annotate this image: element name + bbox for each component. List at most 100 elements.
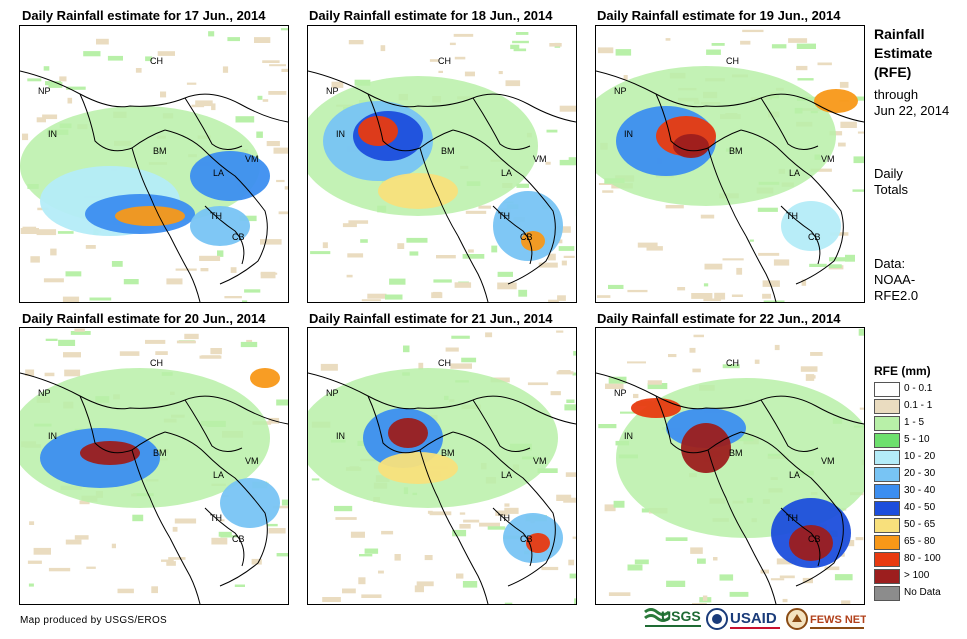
legend-label: 5 - 10	[904, 434, 930, 445]
rain-speckle	[79, 500, 90, 505]
rain-speckle	[690, 547, 703, 554]
rain-speckle	[796, 65, 808, 71]
legend-label: 20 - 30	[904, 468, 936, 479]
rain-speckle	[381, 530, 394, 535]
rain-area	[190, 206, 250, 246]
rainfall-map-17-jun: CH NP IN BM LA VM TH CB	[19, 25, 289, 303]
rain-speckle	[397, 243, 405, 249]
country-label-ch: CH	[726, 56, 739, 66]
rain-speckle	[284, 186, 288, 190]
country-label-vm: VM	[533, 456, 547, 466]
country-label-bm: BM	[441, 146, 455, 156]
country-border	[492, 507, 533, 567]
country-label-th: TH	[786, 513, 798, 523]
country-border	[745, 537, 777, 604]
legend-swatch	[874, 518, 900, 533]
rain-area	[493, 191, 563, 261]
country-label-np: NP	[38, 388, 51, 398]
rain-speckle	[132, 514, 144, 522]
country-label-vm: VM	[821, 154, 835, 164]
rain-speckle	[322, 242, 328, 249]
country-border	[780, 507, 821, 567]
rain-speckle	[504, 602, 513, 604]
rain-speckle	[597, 47, 614, 54]
rain-speckle	[222, 66, 229, 73]
rain-speckle	[111, 543, 116, 549]
rain-speckle	[627, 289, 648, 293]
rain-area	[781, 201, 841, 251]
rain-speckle	[276, 179, 285, 183]
country-border	[472, 399, 531, 452]
rain-speckle	[86, 566, 96, 569]
country-border	[745, 235, 777, 302]
country-label-la: LA	[789, 168, 801, 178]
rain-speckle	[697, 558, 706, 564]
country-border	[457, 235, 489, 302]
country-border	[419, 147, 459, 237]
country-border	[707, 449, 747, 539]
rain-speckle	[840, 121, 857, 128]
rain-area	[814, 89, 858, 113]
rain-speckle	[598, 424, 617, 429]
rain-speckle	[828, 264, 842, 268]
rain-speckle	[691, 293, 713, 299]
rainfall-map-22-jun: CH NP IN BM LA VM TH CB	[595, 327, 865, 605]
rain-speckle	[722, 364, 740, 369]
rain-speckle	[498, 71, 503, 75]
rain-speckle	[22, 133, 29, 141]
country-label-th: TH	[210, 513, 222, 523]
rain-speckle	[43, 66, 50, 71]
rain-speckle	[666, 580, 686, 587]
rain-speckle	[389, 278, 406, 285]
rain-speckle	[677, 287, 686, 291]
rain-speckle	[449, 42, 456, 46]
rain-speckle	[74, 535, 89, 540]
rain-speckle	[186, 82, 197, 85]
rain-speckle	[839, 81, 849, 88]
rain-area	[250, 368, 280, 388]
rain-speckle	[342, 588, 356, 594]
rain-speckle	[394, 554, 401, 561]
rain-speckle	[166, 561, 176, 566]
country-border	[204, 205, 245, 265]
rain-speckle	[280, 28, 288, 31]
rain-speckle	[478, 205, 492, 209]
rain-speckle	[260, 271, 276, 279]
rain-speckle	[513, 48, 527, 52]
rain-speckle	[615, 49, 632, 56]
rain-speckle	[145, 56, 153, 62]
rain-speckle	[556, 371, 574, 375]
rain-speckle	[527, 382, 549, 386]
rain-speckle	[754, 359, 760, 364]
rain-speckle	[111, 261, 123, 267]
country-label-th: TH	[786, 211, 798, 221]
map-canvas	[20, 28, 288, 302]
rain-speckle	[364, 548, 379, 554]
country-border	[655, 395, 742, 454]
rain-speckle	[424, 555, 433, 561]
rain-speckle	[416, 581, 434, 587]
rain-speckle	[67, 97, 73, 104]
legend-label: 40 - 50	[904, 502, 936, 513]
rain-speckle	[30, 256, 40, 263]
rain-speckle	[559, 159, 576, 166]
legend-swatch	[874, 450, 900, 465]
rain-speckle	[561, 260, 567, 266]
legend-label: > 100	[904, 570, 930, 581]
country-label-cb: CB	[808, 232, 821, 242]
rain-speckle	[361, 299, 381, 302]
rain-speckle	[516, 183, 529, 188]
rain-speckle	[74, 328, 85, 332]
rain-speckle	[195, 100, 213, 107]
usgs-logo: USGS	[643, 606, 703, 634]
rain-speckle	[433, 279, 452, 283]
country-label-np: NP	[326, 86, 339, 96]
country-label-la: LA	[213, 470, 225, 480]
rain-speckle	[429, 59, 440, 62]
country-label-th: TH	[210, 211, 222, 221]
country-border	[131, 147, 171, 237]
rain-speckle	[454, 282, 472, 288]
rain-speckle	[166, 278, 183, 285]
rain-speckle	[788, 38, 808, 43]
rain-speckle	[841, 600, 851, 604]
